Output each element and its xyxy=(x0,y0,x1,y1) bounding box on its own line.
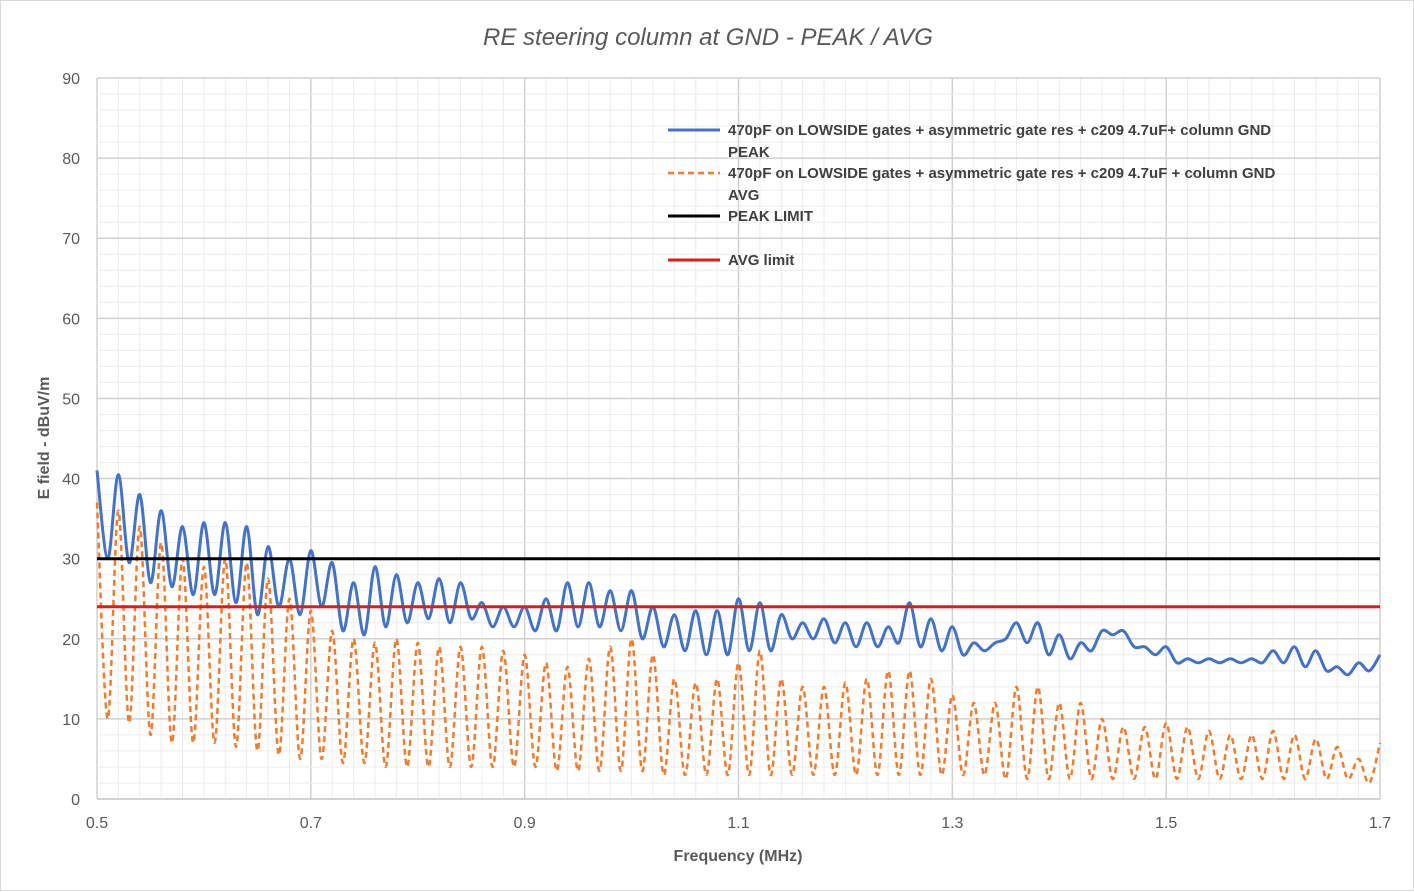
x-axis-title: Frequency (MHz) xyxy=(674,848,803,865)
x-tick-label: 0.7 xyxy=(300,815,322,832)
legend-label: 470pF on LOWSIDE gates + asymmetric gate… xyxy=(728,122,1271,139)
legend-label: PEAK xyxy=(728,144,770,161)
series-layer xyxy=(95,470,1382,785)
y-tick-label: 70 xyxy=(62,231,80,248)
x-tick-label: 0.5 xyxy=(86,815,108,832)
grid-layer xyxy=(96,77,1381,800)
legend-entry-peak-limit: PEAK LIMIT xyxy=(668,208,813,225)
chart-title: RE steering column at GND - PEAK / AVG xyxy=(483,24,933,51)
y-tick-label: 90 xyxy=(62,71,80,88)
legend-entry-avg-limit: AVG limit xyxy=(668,252,794,269)
x-tick-label: 1.3 xyxy=(941,815,963,832)
legend-label: 470pF on LOWSIDE gates + asymmetric gate… xyxy=(728,165,1275,182)
tick-layer: 0.5 0.7 0.9 1.1 1.3 1.5 1.7 0 10 20 30 40 50 60 70 80 90 xyxy=(62,71,1391,832)
x-tick-label: 1.7 xyxy=(1369,815,1391,832)
y-tick-label: 30 xyxy=(62,552,80,569)
y-tick-label: 60 xyxy=(62,311,80,328)
legend-label: PEAK LIMIT xyxy=(728,208,813,225)
legend-entry-peak: 470pF on LOWSIDE gates + asymmetric gate… xyxy=(668,122,1271,161)
x-tick-label: 1.5 xyxy=(1155,815,1177,832)
y-tick-label: 10 xyxy=(62,712,80,729)
legend-entry-avg: 470pF on LOWSIDE gates + asymmetric gate… xyxy=(668,165,1275,204)
x-tick-label: 1.1 xyxy=(727,815,749,832)
y-tick-label: 40 xyxy=(62,472,80,489)
y-tick-label: 80 xyxy=(62,151,80,168)
avg-series-line xyxy=(95,502,1382,785)
x-tick-label: 0.9 xyxy=(514,815,536,832)
legend: 470pF on LOWSIDE gates + asymmetric gate… xyxy=(668,122,1275,269)
y-tick-label: 20 xyxy=(62,632,80,649)
legend-label: AVG xyxy=(728,187,759,204)
y-tick-label: 50 xyxy=(62,391,80,408)
y-tick-label: 0 xyxy=(71,792,80,809)
legend-label: AVG limit xyxy=(728,252,794,269)
y-axis-title: E field - dBuV/m xyxy=(36,377,53,500)
